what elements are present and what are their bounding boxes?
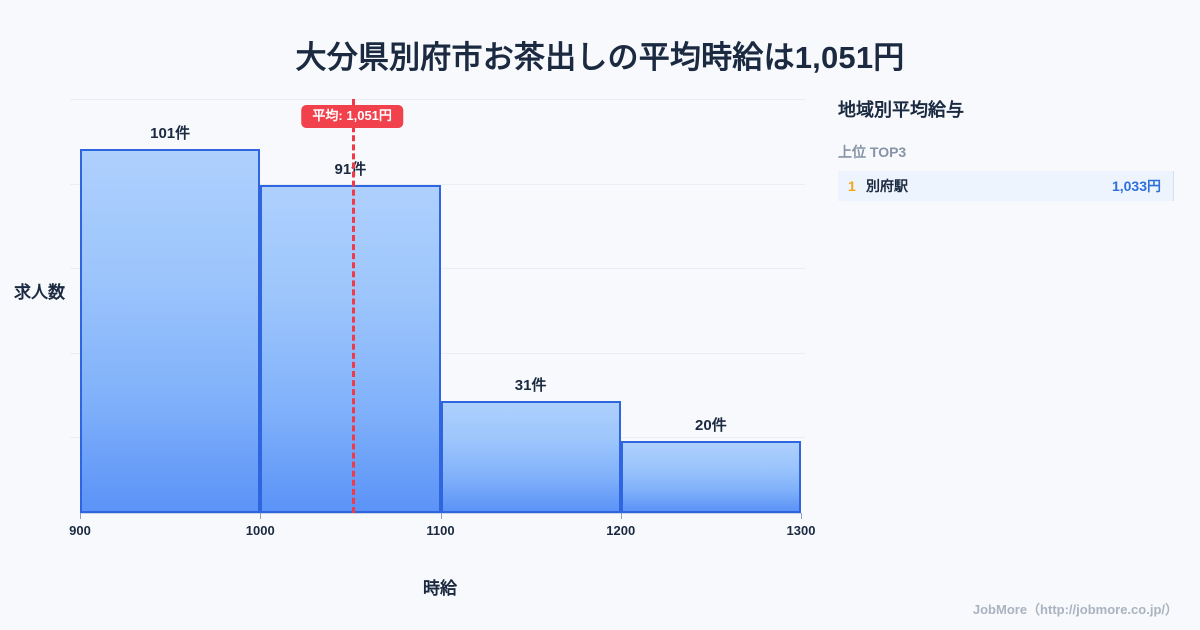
histogram-bar bbox=[620, 441, 801, 513]
bar-value-label: 31件 bbox=[514, 377, 547, 395]
average-line bbox=[352, 99, 356, 513]
rank-area-name: 別府駅 bbox=[866, 178, 908, 195]
x-axis-tick-label: 1100 bbox=[426, 523, 455, 538]
bar-value-label: 91件 bbox=[334, 161, 367, 179]
side-panel-subtitle: 上位 TOP3 bbox=[838, 143, 907, 160]
x-axis-tick bbox=[440, 513, 442, 519]
x-axis-tick bbox=[801, 513, 802, 519]
rank-number: 1 bbox=[848, 178, 856, 195]
footer-credit: JobMore（http://jobmore.co.jp/） bbox=[972, 602, 1178, 617]
x-axis-tick bbox=[260, 513, 262, 519]
bar-value-label: 20件 bbox=[695, 417, 727, 434]
histogram-bar bbox=[260, 185, 441, 513]
chart-plot-region: 101件 91件 31件 20件 900 1000 1100 1200 1300 求人数 時給… bbox=[14, 99, 816, 598]
bar-value-label: 101件 bbox=[150, 125, 191, 143]
average-badge: 平均: 1,051円 bbox=[301, 105, 403, 129]
page-title: 大分県別府市お茶出しの平均時給は1,051円 bbox=[295, 40, 905, 75]
x-axis-tick bbox=[80, 513, 81, 519]
histogram-bar bbox=[80, 149, 261, 513]
histogram-bar bbox=[440, 401, 621, 513]
rank-wage-value: 1,033円 bbox=[1111, 178, 1161, 195]
x-axis-tick-label: 1300 bbox=[786, 523, 816, 538]
side-panel-title: 地域別平均給与 bbox=[838, 100, 964, 120]
chart-bars-container: 101件 91件 31件 20件 bbox=[80, 99, 801, 513]
rank-row[interactable]: 1 別府駅 1,033円 bbox=[838, 171, 1174, 202]
x-axis-tick-label: 900 bbox=[69, 523, 91, 538]
x-axis-label: 時給 bbox=[423, 579, 457, 598]
rank-list: 1 別府駅 1,033円 bbox=[838, 171, 1174, 202]
y-axis-label: 求人数 bbox=[14, 283, 65, 302]
x-axis-tick bbox=[620, 513, 622, 519]
x-axis-tick-label: 1000 bbox=[245, 523, 275, 538]
x-axis-tick-label: 1200 bbox=[606, 523, 636, 538]
region-average-panel: 地域別平均給与 上位 TOP3 1 別府駅 1,033円 bbox=[838, 100, 1178, 202]
